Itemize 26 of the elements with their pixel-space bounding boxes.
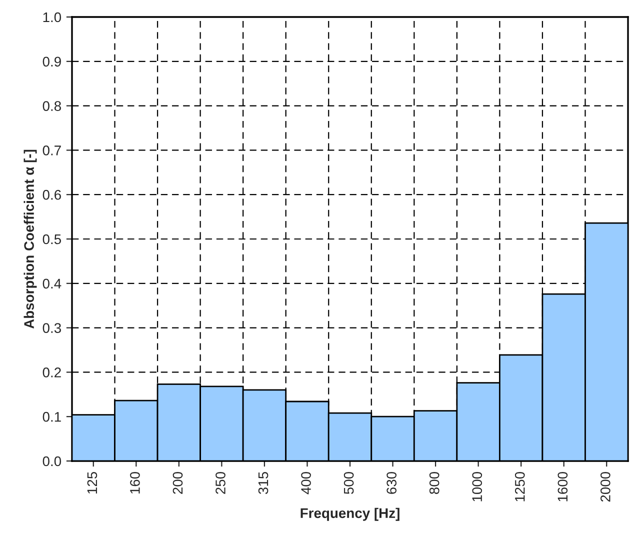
x-tick-label: 1600 bbox=[558, 472, 568, 502]
x-tick-label: 125 bbox=[87, 472, 98, 494]
y-tick-label: 0.9 bbox=[42, 56, 61, 67]
y-tick-label: 1.0 bbox=[43, 12, 62, 22]
y-axis-title: Absorption Coefficient α [-] bbox=[24, 150, 37, 329]
y-tick-label: 0.0 bbox=[42, 456, 62, 466]
x-tick-label: 2000 bbox=[600, 472, 610, 502]
x-tick-label: 250 bbox=[216, 472, 226, 494]
x-tick-label: 160 bbox=[130, 472, 140, 494]
x-tick-label: 500 bbox=[344, 472, 354, 494]
x-tick-label: 800 bbox=[429, 472, 440, 494]
y-tick-label: 0.8 bbox=[42, 101, 61, 111]
x-tick-label: 315 bbox=[258, 472, 268, 494]
y-tick-label: 0.6 bbox=[42, 190, 61, 200]
x-tick-label: 400 bbox=[301, 472, 311, 494]
y-tick-label: 0.5 bbox=[42, 234, 62, 244]
y-tick-label: 0.4 bbox=[42, 278, 62, 289]
y-tick-label: 0.1 bbox=[42, 412, 61, 422]
x-tick-label: 1000 bbox=[472, 472, 482, 502]
x-tick-label: 630 bbox=[386, 472, 396, 494]
x-tick-label: 200 bbox=[172, 472, 183, 494]
y-tick-label: 0.7 bbox=[42, 146, 61, 156]
y-tick-label: 0.2 bbox=[42, 368, 61, 378]
x-tick-label: 1250 bbox=[514, 472, 525, 502]
y-tick-label: 0.3 bbox=[42, 323, 61, 333]
x-axis-title: Frequency [Hz] bbox=[300, 508, 400, 521]
